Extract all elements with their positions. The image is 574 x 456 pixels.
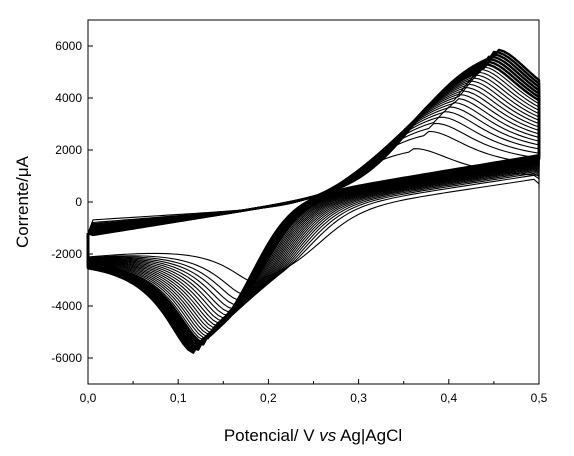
y-axis-ticks: -6000 -4000 -2000 0 2000 4000 6000 bbox=[51, 39, 93, 365]
x-tick-label: 0,2 bbox=[260, 391, 277, 405]
y-tick-label: 0 bbox=[75, 195, 82, 209]
y-tick-label: -4000 bbox=[51, 299, 82, 313]
x-tick-label: 0,4 bbox=[440, 391, 457, 405]
x-tick-label: 0,5 bbox=[531, 391, 548, 405]
y-tick-label: -6000 bbox=[51, 351, 82, 365]
curves-group bbox=[86, 48, 541, 354]
x-tick-label: 0,3 bbox=[350, 391, 367, 405]
x-axis-ticks: 0,0 0,1 0,2 0,3 0,4 0,5 bbox=[80, 379, 548, 405]
y-tick-label: 2000 bbox=[55, 143, 82, 157]
x-axis-label: Potencial/ V vs Ag|AgCl bbox=[224, 426, 402, 445]
y-tick-label: 6000 bbox=[55, 39, 82, 53]
x-axis-label-part-2: vs bbox=[319, 426, 337, 445]
x-tick-label: 0,1 bbox=[170, 391, 187, 405]
x-tick-label: 0,0 bbox=[80, 391, 97, 405]
y-tick-label: 4000 bbox=[55, 91, 82, 105]
y-axis-label: Corrente/μA bbox=[13, 155, 32, 248]
x-axis-label-part-1: Potencial/ V bbox=[224, 426, 319, 445]
y-tick-label: -2000 bbox=[51, 247, 82, 261]
x-axis-label-part-3: Ag|AgCl bbox=[336, 426, 402, 445]
